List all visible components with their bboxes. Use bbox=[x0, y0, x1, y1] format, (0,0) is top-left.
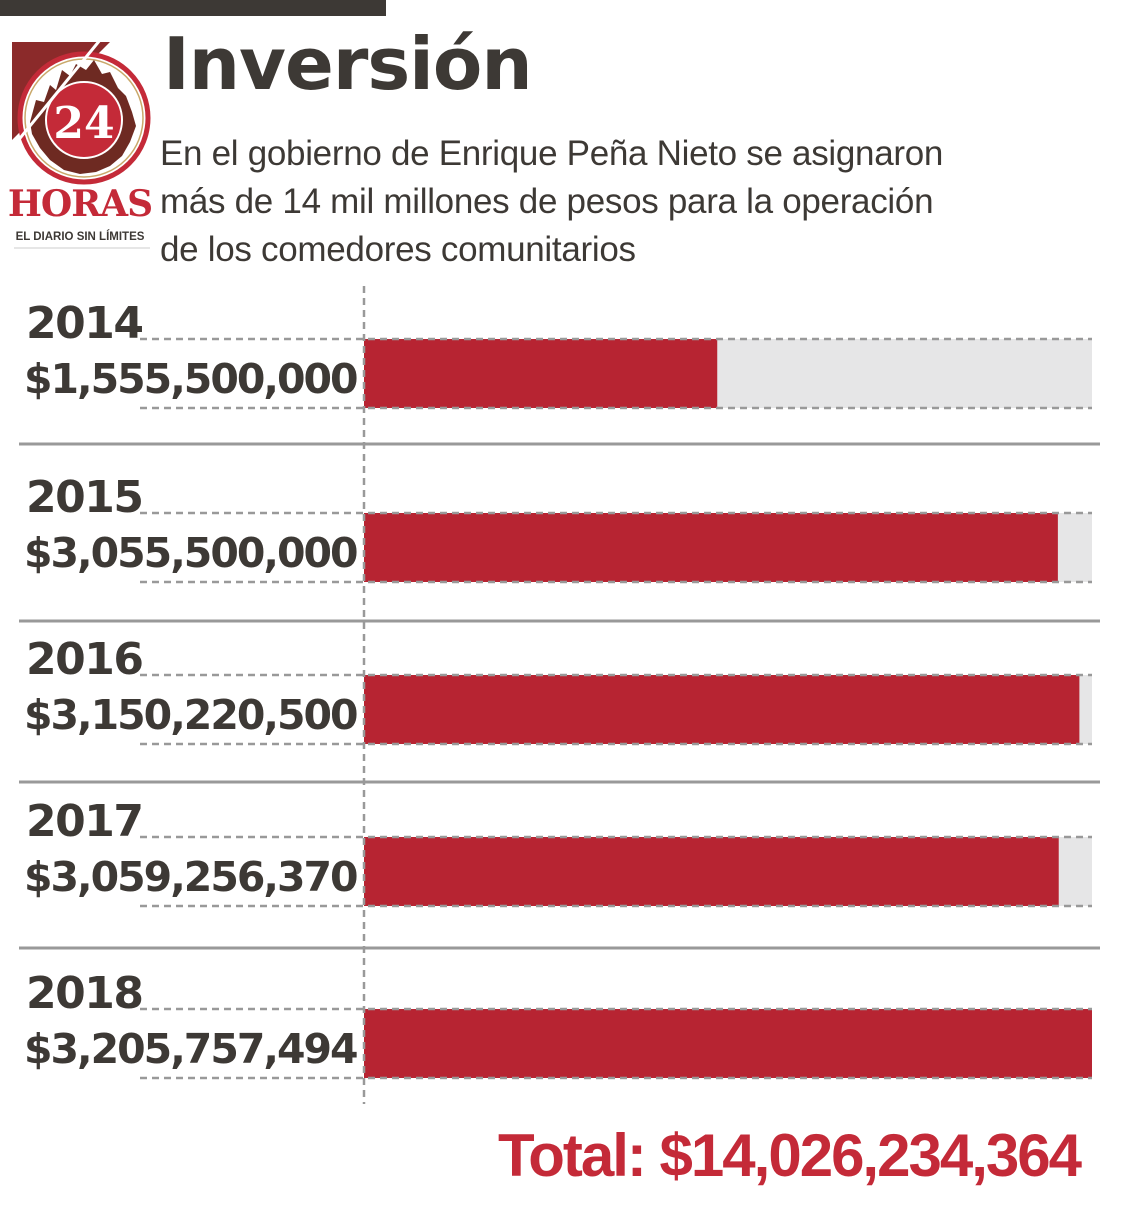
year-label: 2015 bbox=[26, 472, 142, 523]
logo-tagline: EL DIARIO SIN LÍMITES bbox=[16, 230, 145, 243]
amount-label: $3,205,757,494 bbox=[24, 1025, 357, 1073]
subtitle-line: En el gobierno de Enrique Peña Nieto se … bbox=[160, 134, 944, 173]
total-label: Total: $14,026,234,364 bbox=[498, 1122, 1082, 1189]
bar-2017 bbox=[364, 837, 1059, 906]
subtitle-line: más de 14 mil millones de pesos para la … bbox=[160, 182, 934, 221]
top-rule-bar bbox=[0, 0, 386, 16]
amount-label: $3,059,256,370 bbox=[24, 853, 357, 901]
amount-label: $3,055,500,000 bbox=[24, 529, 357, 577]
logo-inner-disc bbox=[45, 81, 123, 159]
bar-2016 bbox=[364, 675, 1080, 744]
year-label: 2018 bbox=[26, 968, 142, 1019]
subtitle: En el gobierno de Enrique Peña Nieto se … bbox=[160, 130, 1080, 274]
subtitle-line: de los comedores comunitarios bbox=[160, 230, 636, 269]
amount-label: $1,555,500,000 bbox=[24, 355, 357, 403]
logo-name: HORAS bbox=[8, 183, 152, 225]
logo-number: 24 bbox=[53, 98, 114, 149]
amount-label: $3,150,220,500 bbox=[24, 691, 357, 739]
year-label: 2014 bbox=[26, 298, 142, 349]
page-title: Inversión bbox=[163, 22, 533, 106]
bar-2014 bbox=[364, 339, 718, 408]
24-horas-logo: 24 HORAS EL DIARIO SIN LÍMITES bbox=[8, 39, 153, 249]
bar-2015 bbox=[364, 513, 1058, 582]
year-label: 2017 bbox=[26, 796, 142, 847]
bar-2018 bbox=[364, 1009, 1092, 1078]
year-label: 2016 bbox=[26, 634, 142, 685]
logo-slash bbox=[10, 39, 102, 149]
